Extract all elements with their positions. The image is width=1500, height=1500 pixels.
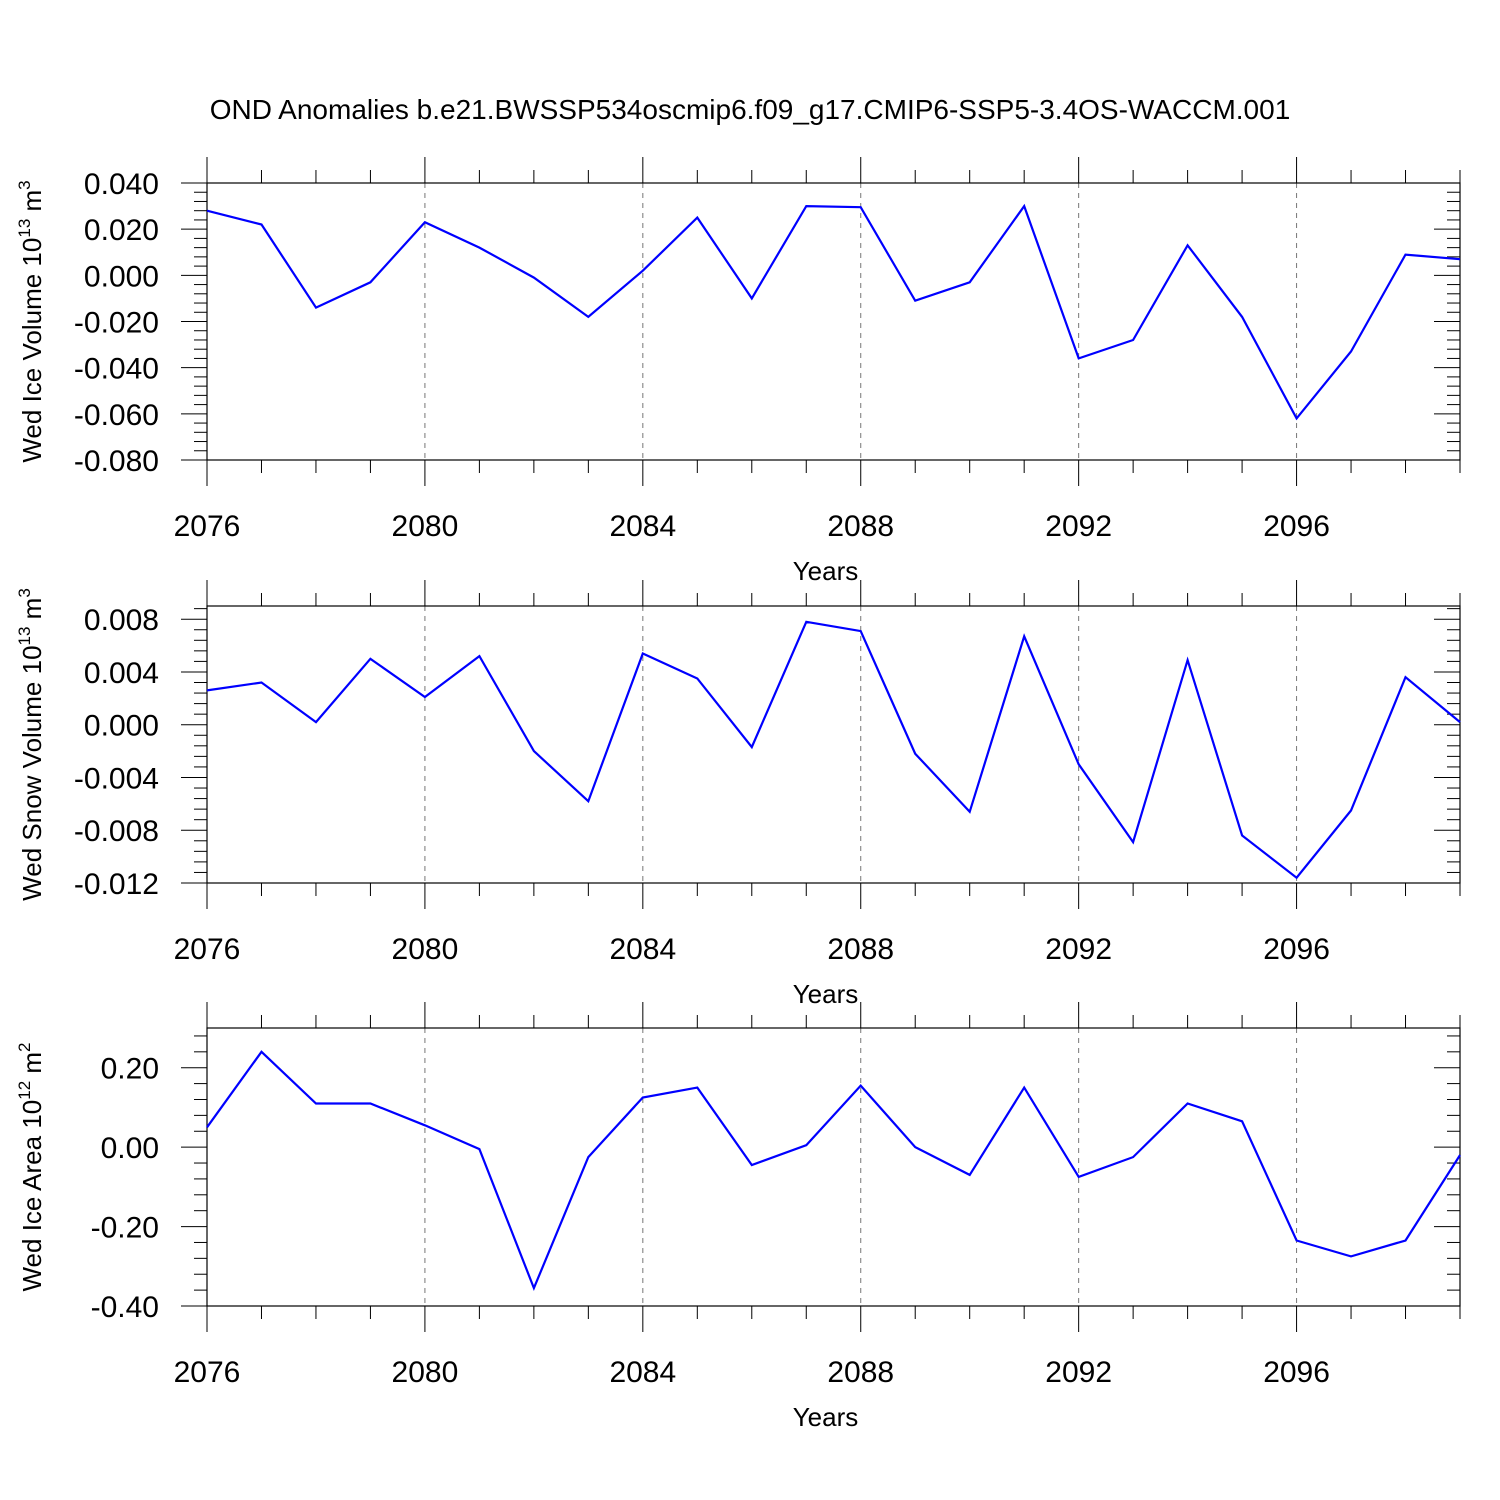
y-tick-label: -0.004 bbox=[74, 762, 159, 795]
y-tick-label: -0.020 bbox=[74, 307, 159, 340]
y-tick-label: 0.020 bbox=[84, 214, 159, 247]
x-tick-label: 2088 bbox=[827, 933, 894, 966]
x-tick-label: 2084 bbox=[609, 933, 676, 966]
x-tick-label: 2092 bbox=[1045, 510, 1112, 543]
y-axis-label-unit: m bbox=[17, 1052, 47, 1081]
plot-frame bbox=[206, 182, 1461, 461]
y-tick-label: -0.012 bbox=[74, 868, 159, 901]
y-tick-label: -0.060 bbox=[74, 399, 159, 432]
series-line-ice-area bbox=[206, 1050, 1461, 1292]
panel-ice-area: 2076 2080 2084 2088 2092 2096 Years -0.40 -0.20 0… bbox=[15, 1002, 1461, 1432]
plot-frame bbox=[206, 1027, 1461, 1307]
y-tick-label: 0.040 bbox=[84, 168, 159, 201]
y-tick-label: -0.008 bbox=[74, 815, 159, 848]
y-tick-label: 0.000 bbox=[84, 710, 159, 743]
y-axis-label: Wed Snow Volume 1013 m3 bbox=[15, 588, 47, 901]
y-axis-label-main: Wed Snow Volume 10 bbox=[17, 645, 47, 900]
panel-snow-volume: 2076 2080 2084 2088 2092 2096 Years -0.012 -0.00… bbox=[15, 580, 1461, 1009]
y-axis-label-unit-exponent: 3 bbox=[15, 180, 34, 189]
x-axis-label: Years bbox=[793, 1402, 859, 1432]
y-tick-label: -0.40 bbox=[91, 1291, 159, 1324]
x-axis-label: Years bbox=[793, 979, 859, 1009]
x-tick-label: 2088 bbox=[827, 1356, 894, 1389]
x-tick-label: 2080 bbox=[392, 510, 459, 543]
plot-frame bbox=[206, 605, 1461, 884]
x-tick-label: 2076 bbox=[174, 1356, 241, 1389]
y-axis-label-unit: m bbox=[17, 190, 47, 219]
y-axis-label-main: Wed Ice Area 10 bbox=[17, 1100, 47, 1292]
y-axis-label: Wed Ice Area 1012 m2 bbox=[15, 1042, 47, 1291]
series-line-ice-volume bbox=[206, 203, 1461, 421]
x-tick-label: 2084 bbox=[609, 510, 676, 543]
x-tick-label: 2092 bbox=[1045, 933, 1112, 966]
y-axis-label-unit-exponent: 2 bbox=[15, 1042, 34, 1051]
x-tick-label: 2076 bbox=[174, 933, 241, 966]
x-tick-label: 2096 bbox=[1263, 510, 1330, 543]
x-tick-label: 2088 bbox=[827, 510, 894, 543]
y-axis-label-exponent: 13 bbox=[15, 627, 34, 646]
y-tick-label: -0.080 bbox=[74, 445, 159, 478]
x-axis-label: Years bbox=[793, 556, 859, 586]
y-tick-label: 0.00 bbox=[101, 1132, 159, 1165]
y-tick-label: 0.004 bbox=[84, 657, 159, 690]
y-axis-label-exponent: 13 bbox=[15, 219, 34, 238]
y-axis-label-unit-exponent: 3 bbox=[15, 588, 34, 597]
x-tick-label: 2076 bbox=[174, 510, 241, 543]
y-axis-label: Wed Ice Volume 1013 m3 bbox=[15, 180, 47, 462]
y-axis-label-main: Wed Ice Volume 10 bbox=[17, 238, 47, 463]
panel-ice-volume: 2076 2080 2084 2088 2092 2096 Years -0.080 -0.06… bbox=[15, 157, 1461, 586]
y-tick-label: 0.000 bbox=[84, 260, 159, 293]
x-tick-label: 2080 bbox=[392, 933, 459, 966]
y-tick-label: 0.20 bbox=[101, 1053, 159, 1086]
x-tick-label: 2092 bbox=[1045, 1356, 1112, 1389]
y-tick-label: 0.008 bbox=[84, 604, 159, 637]
x-tick-label: 2096 bbox=[1263, 1356, 1330, 1389]
x-tick-label: 2096 bbox=[1263, 933, 1330, 966]
x-tick-label: 2084 bbox=[609, 1356, 676, 1389]
x-tick-label: 2080 bbox=[392, 1356, 459, 1389]
series-line-snow-volume bbox=[206, 620, 1461, 880]
figure-title: OND Anomalies b.e21.BWSSP534oscmip6.f09_… bbox=[210, 94, 1291, 125]
y-tick-label: -0.040 bbox=[74, 353, 159, 386]
y-tick-label: -0.20 bbox=[91, 1212, 159, 1245]
y-axis-label-unit: m bbox=[17, 598, 47, 627]
y-axis-label-exponent: 12 bbox=[15, 1081, 34, 1100]
